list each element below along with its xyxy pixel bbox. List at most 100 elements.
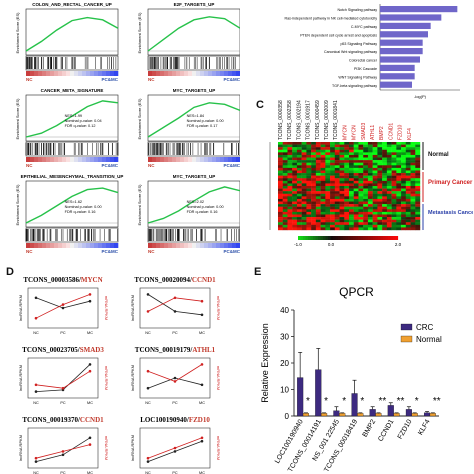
heatmap-cell (282, 152, 288, 156)
heatmap-cell (363, 165, 369, 169)
heatmap-cell (278, 152, 283, 156)
qpcr-x-label: BMP2 (362, 418, 378, 438)
heatmap-cell (282, 149, 288, 153)
line-plot-x-tick: PC (172, 471, 178, 474)
heatmap-cell (377, 162, 383, 166)
heatmap-scale-cell (385, 236, 389, 240)
heatmap-cell (367, 183, 373, 187)
gsea-es-box (147, 94, 240, 142)
heatmap-cell (372, 201, 378, 205)
heatmap-scale-cell (325, 236, 329, 240)
gsea-rank-gradient-cell (62, 243, 67, 248)
heatmap-cell (349, 206, 354, 210)
heatmap-cell (377, 193, 383, 197)
heatmap-cell (353, 198, 359, 202)
heatmap-cell (405, 222, 411, 226)
heatmap-cell (334, 217, 340, 220)
gsea-nes: NES=2.02 (187, 200, 204, 204)
gsea-rank-gradient-cell (228, 243, 233, 248)
heatmap-cell (377, 196, 383, 200)
heatmap-cell (363, 167, 369, 171)
heatmap-cell (396, 183, 402, 187)
heatmap-scale-cell (318, 236, 321, 240)
heatmap-cell (282, 170, 288, 174)
heatmap-cell (311, 217, 317, 220)
heatmap-cell (315, 219, 321, 223)
gsea-rank-gradient-cell (220, 157, 225, 162)
heatmap-cell (292, 201, 298, 205)
gsea-rank-gradient-cell (236, 71, 240, 76)
gsea-rank-gradient-cell (176, 157, 181, 162)
heatmap-cell (367, 188, 373, 192)
panel-label-c: C (256, 99, 264, 111)
gsea-rank-gradient-cell (78, 243, 83, 248)
gsea-rank-gradient-cell (34, 243, 39, 248)
pathway-label: PI3K Cascade (354, 67, 377, 71)
heatmap-cell (344, 160, 350, 163)
heatmap-cell (311, 165, 317, 169)
heatmap-cell (311, 183, 317, 187)
heatmap-cell (306, 160, 312, 163)
qpcr-x-label: TCONS_00018419 (323, 418, 359, 473)
gsea-rank-gradient-cell (156, 71, 161, 76)
heatmap-cell (401, 204, 406, 207)
heatmap-cell (287, 204, 293, 207)
lncrna-line (35, 437, 91, 462)
heatmap-cell (349, 224, 354, 228)
gsea-rank-gradient-cell (66, 157, 71, 162)
lncrna-point (146, 386, 150, 390)
gsea-rank-gradient-cell (188, 71, 193, 76)
line-plot-title: TCONS_00023705/SMAD3 (22, 346, 104, 354)
heatmap-cell (410, 188, 416, 192)
heatmap-scale-cell (308, 236, 311, 240)
lncrna-point (61, 453, 65, 457)
line-plot-ylabel-right: mRNA RPKM (104, 296, 109, 320)
heatmap-cell (296, 178, 302, 182)
heatmap-cell (415, 209, 421, 213)
pathway-bar (380, 64, 415, 71)
heatmap-cell (410, 170, 416, 174)
heatmap-cell (292, 152, 298, 156)
heatmap-cell (344, 217, 350, 220)
gsea-rank-gradient-cell (184, 243, 189, 248)
heatmap-cell (334, 180, 340, 184)
heatmap-cell (344, 170, 350, 174)
gsea-rank-gradient-cell (192, 157, 197, 162)
heatmap-cell (386, 188, 392, 192)
heatmap-cell (296, 180, 302, 184)
heatmap-cell (334, 193, 340, 197)
heatmap-cell (382, 147, 388, 150)
heatmap-cell (377, 201, 383, 205)
heatmap-column-label: FZD10 (398, 125, 404, 141)
heatmap-cell (415, 206, 421, 210)
line-plot-frame (27, 357, 99, 399)
heatmap-cell (382, 149, 388, 153)
heatmap-cell (415, 211, 421, 215)
heatmap-cell (296, 142, 302, 145)
heatmap-cell (301, 183, 307, 187)
gsea-rank-gradient-cell (54, 157, 59, 162)
heatmap-cell (353, 149, 359, 153)
heatmap-cell (339, 154, 345, 158)
gsea-rank-gradient-cell (58, 243, 63, 248)
heatmap-cell (358, 204, 364, 207)
pathway-label: PTEN dependent cell cycle arrest and apo… (300, 33, 377, 37)
heatmap-cell (278, 178, 283, 182)
heatmap-cell (292, 144, 298, 148)
heatmap-cell (301, 175, 307, 179)
heatmap-cell (349, 160, 354, 163)
heatmap-cell (311, 211, 317, 215)
heatmap-cell (405, 191, 411, 194)
heatmap-cell (353, 224, 359, 228)
heatmap-cell (325, 227, 331, 231)
heatmap-cell (372, 227, 378, 231)
gsea-rank-gradient-cell (114, 71, 119, 76)
heatmap-cell (301, 157, 307, 161)
heatmap-cell (349, 193, 354, 197)
gsea-rank-gradient-cell (152, 157, 157, 162)
pathway-xlabel: -log(P) (414, 94, 427, 99)
heatmap-cell (377, 178, 383, 182)
line-plot-x-tick: MC (199, 331, 205, 335)
heatmap-cell (401, 180, 406, 184)
gsea-rank-gradient-cell (204, 243, 209, 248)
